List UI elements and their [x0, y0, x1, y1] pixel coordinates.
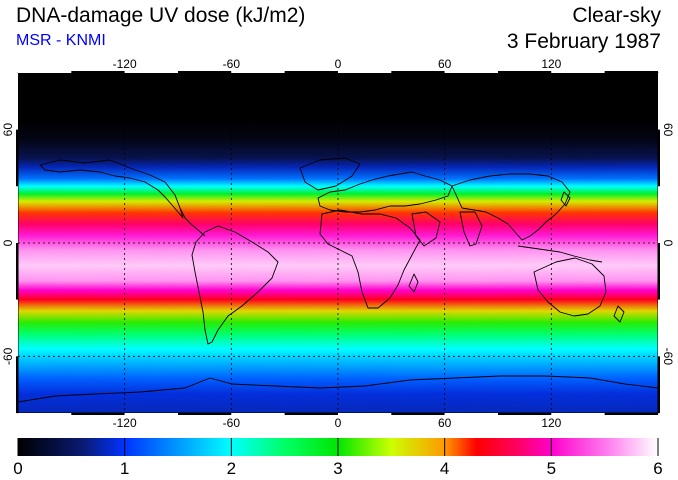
frame-segment — [551, 71, 605, 73]
colorbar-label: 0 — [13, 459, 23, 478]
map-title: DNA-damage UV dose (kJ/m2) — [16, 4, 306, 27]
top-longitude-label: 120 — [541, 57, 561, 71]
coast-india — [459, 211, 483, 247]
top-longitude-label: 0 — [335, 57, 342, 71]
frame-segment — [124, 413, 178, 415]
coast-australia — [533, 257, 607, 317]
frame-segment — [16, 129, 18, 187]
frame-segment — [658, 73, 660, 130]
frame-segment — [391, 71, 445, 73]
coast-greenland — [299, 157, 361, 191]
coast-japan — [560, 191, 571, 207]
frame-segment — [498, 71, 552, 73]
frame-segment — [16, 186, 18, 243]
colorbar-ticks — [17, 438, 659, 456]
colorbar-label: 3 — [333, 459, 343, 478]
frame-segment — [498, 413, 552, 415]
frame-segment — [231, 71, 285, 73]
frame-segment — [284, 413, 338, 415]
frame-segment — [658, 243, 660, 300]
bottom-longitude-label: 120 — [541, 416, 561, 430]
bottom-longitude-label: 0 — [335, 416, 342, 430]
left-latitude-label: 0 — [1, 239, 15, 246]
colorbar-label: 4 — [439, 459, 450, 478]
frame-segment — [16, 356, 18, 413]
coast-south-america — [191, 225, 279, 345]
frame-segment — [391, 413, 445, 415]
frame-segment — [338, 413, 392, 415]
top-longitude-label: -120 — [113, 57, 137, 71]
frame-ticks — [16, 71, 660, 415]
top-longitude-label: -60 — [223, 57, 241, 71]
frame-segment — [18, 71, 72, 73]
coast-arabia — [411, 211, 441, 247]
colorbar-label: 5 — [546, 459, 557, 478]
frame-segment — [18, 413, 72, 415]
frame-segment — [338, 71, 392, 73]
frame-segment — [658, 129, 660, 187]
frame-segment — [444, 413, 498, 415]
frame-segment — [658, 356, 660, 413]
frame-segment — [16, 73, 18, 130]
axis-tick-labels: -120 -120 -60 -60 0 0 60 60 120 120 60 60 0 0 -60 -60 — [1, 57, 675, 430]
coastlines — [17, 157, 659, 403]
colorbar-label: 2 — [226, 459, 237, 478]
frame-segment — [124, 71, 178, 73]
colorbar-label: 1 — [119, 459, 130, 478]
frame-segment — [658, 186, 660, 243]
frame-segment — [178, 413, 232, 415]
coast-antarctica — [17, 375, 659, 403]
data-source-label: MSR - KNMI — [16, 32, 106, 49]
frame-segment — [178, 71, 232, 73]
coast-indonesia — [517, 245, 603, 263]
frame-segment — [604, 71, 658, 73]
frame-segment — [604, 413, 658, 415]
left-latitude-label: -60 — [1, 347, 15, 365]
graticule — [18, 73, 658, 413]
right-latitude-label: 60 — [661, 123, 675, 137]
sky-condition-label: Clear-sky — [572, 4, 661, 27]
date-label: 3 February 1987 — [506, 30, 661, 53]
colorbar-label: 6 — [653, 459, 663, 478]
right-latitude-label: 0 — [661, 240, 675, 247]
coast-new-zealand — [613, 305, 625, 323]
bottom-longitude-label: 60 — [438, 416, 452, 430]
right-latitude-label: -60 — [661, 348, 675, 366]
bottom-longitude-label: -60 — [223, 416, 241, 430]
coast-asia — [451, 173, 571, 241]
frame-segment — [284, 71, 338, 73]
frame-segment — [658, 299, 660, 357]
coast-africa — [319, 209, 421, 309]
coast-north-america — [39, 159, 184, 219]
frame-segment — [16, 299, 18, 357]
frame-segment — [16, 243, 18, 300]
top-longitude-label: 60 — [438, 57, 452, 71]
frame-segment — [444, 71, 498, 73]
frame-segment — [71, 413, 125, 415]
bottom-longitude-label: -120 — [113, 416, 137, 430]
coast-madagascar — [408, 273, 419, 293]
frame-segment — [231, 413, 285, 415]
left-latitude-label: 60 — [1, 123, 15, 137]
frame-segment — [71, 71, 125, 73]
frame-segment — [551, 413, 605, 415]
coast-central-america — [179, 207, 206, 237]
